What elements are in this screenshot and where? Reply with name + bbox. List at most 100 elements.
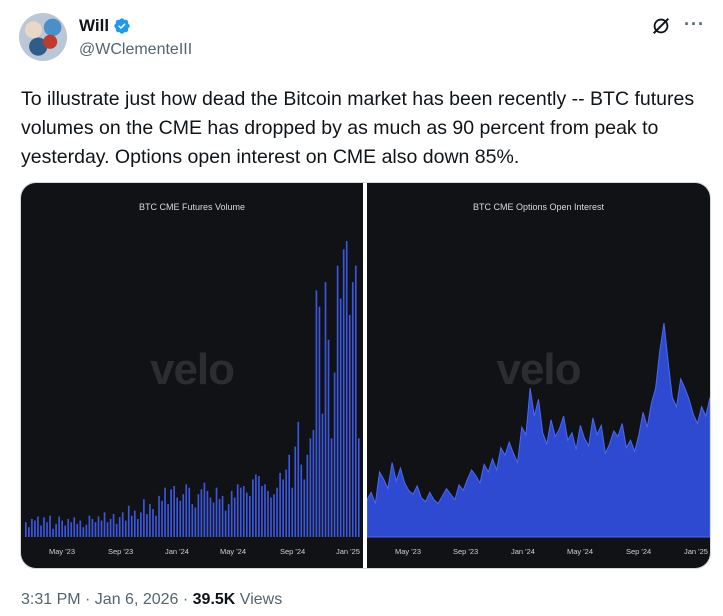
x-tick-label: Sep '24 <box>280 547 306 556</box>
chart-title: BTC CME Futures Volume <box>138 202 246 212</box>
volume-bar <box>255 474 257 537</box>
volume-bar <box>188 487 191 537</box>
volume-bar <box>82 527 85 537</box>
volume-bar <box>52 528 54 537</box>
volume-bar <box>327 339 330 537</box>
velo-watermark: velo <box>149 345 235 394</box>
volume-bar <box>276 487 278 537</box>
volume-bar <box>315 290 318 537</box>
volume-bar <box>197 494 200 537</box>
volume-bar <box>264 484 266 537</box>
volume-bar <box>218 499 221 537</box>
verified-badge-icon <box>114 18 130 34</box>
volume-bar <box>185 484 188 537</box>
volume-bar <box>273 494 275 537</box>
x-tick-label: May '24 <box>567 547 594 556</box>
volume-bar <box>191 504 194 537</box>
volume-bar <box>79 520 82 537</box>
volume-bar <box>25 522 27 537</box>
volume-bar <box>64 525 67 537</box>
x-tick-label: Jan '25 <box>684 547 708 556</box>
volume-bar <box>155 515 157 537</box>
volume-bar <box>300 464 303 537</box>
volume-bar <box>43 517 45 537</box>
media-container[interactable]: BTC CME Futures Volume velo May '23 Sep '… <box>20 182 711 569</box>
volume-bar <box>158 495 160 537</box>
grok-icon[interactable] <box>650 15 672 37</box>
futures-volume-chart[interactable]: BTC CME Futures Volume velo May '23 Sep '… <box>21 183 363 568</box>
volume-bar <box>357 438 360 537</box>
volume-bar <box>303 479 306 537</box>
tweet-text: To illustrate just how dead the Bitcoin … <box>21 88 695 168</box>
volume-bar <box>261 486 263 537</box>
volume-bar <box>318 306 321 537</box>
x-tick-label: Sep '24 <box>626 547 652 556</box>
volume-bar <box>236 484 239 537</box>
x-tick-label: Jan '24 <box>511 547 535 556</box>
volume-bar <box>31 518 33 537</box>
views-count: 39.5K <box>192 591 236 608</box>
volume-bar <box>285 469 287 537</box>
volume-bar <box>61 520 63 537</box>
volume-bar <box>152 509 154 537</box>
x-tick-label: May '24 <box>220 547 247 556</box>
volume-bar <box>88 515 91 537</box>
more-options-icon[interactable]: ··· <box>684 14 705 34</box>
volume-bar <box>167 504 169 537</box>
volume-bar <box>227 504 230 537</box>
volume-bar <box>103 512 106 537</box>
volume-bar <box>312 430 315 537</box>
volume-bar <box>342 249 345 537</box>
avatar[interactable] <box>19 13 67 61</box>
volume-bar <box>309 438 312 537</box>
volume-bar <box>351 282 354 537</box>
volume-bar <box>333 372 336 537</box>
volume-bar <box>40 525 42 537</box>
volume-bar <box>37 516 39 537</box>
volume-bar <box>270 497 272 537</box>
volume-bar <box>279 472 281 537</box>
volume-bar <box>230 490 233 537</box>
volume-bar <box>94 522 97 537</box>
bar-chart-svg <box>25 241 360 537</box>
options-open-interest-chart[interactable]: BTC CME Options Open Interest velo May '… <box>367 183 710 568</box>
volume-bar <box>112 513 115 537</box>
x-tick-label: Jan '24 <box>165 547 189 556</box>
volume-bar <box>49 515 51 537</box>
views-label: Views <box>235 591 283 608</box>
volume-bar <box>345 241 348 537</box>
timestamp[interactable]: 3:31 PM · Jan 6, 2026 · <box>21 591 193 608</box>
volume-bar <box>164 487 166 537</box>
volume-bar <box>252 479 254 537</box>
volume-bar <box>224 510 227 537</box>
x-tick-label: Sep '23 <box>453 547 479 556</box>
volume-bar <box>85 524 88 537</box>
velo-watermark: velo <box>496 345 581 394</box>
chart-title: BTC CME Options Open Interest <box>472 202 605 212</box>
area-chart-svg <box>367 322 710 538</box>
volume-bar <box>121 512 124 537</box>
volume-bar <box>182 494 185 537</box>
volume-bar <box>73 517 76 537</box>
volume-bar <box>76 523 79 537</box>
author-name-row[interactable]: Will <box>79 16 131 36</box>
tweet-meta: 3:31 PM · Jan 6, 2026 · 39.5K Views <box>21 591 282 609</box>
volume-bar <box>161 500 163 537</box>
volume-bar <box>100 520 103 537</box>
volume-bar <box>239 487 242 537</box>
open-interest-area <box>367 322 710 538</box>
volume-bar <box>91 518 94 537</box>
volume-bar <box>170 489 172 537</box>
volume-bar <box>200 489 203 537</box>
author-handle[interactable]: @WClementeIII <box>79 41 193 58</box>
volume-bar <box>297 421 300 537</box>
volume-bar <box>146 513 148 537</box>
volume-bar <box>55 523 57 537</box>
author-name[interactable]: Will <box>79 16 110 35</box>
volume-bar <box>306 454 309 537</box>
volume-bar <box>209 497 212 537</box>
volume-bar <box>67 518 70 537</box>
volume-bar <box>149 504 151 537</box>
volume-bar <box>58 516 60 537</box>
volume-bar <box>179 500 182 537</box>
